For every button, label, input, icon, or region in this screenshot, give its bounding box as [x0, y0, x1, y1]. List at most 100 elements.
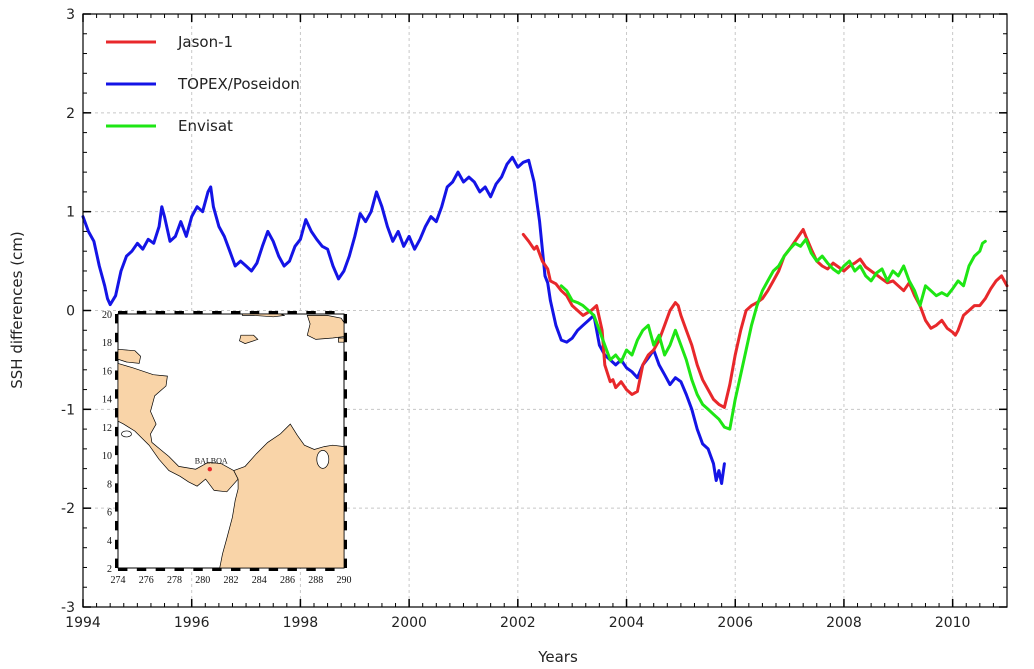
inset-border-tick	[115, 370, 118, 380]
inset-border-tick	[306, 311, 316, 314]
inset-border-tick	[344, 314, 347, 324]
inset-border-tick	[118, 311, 128, 314]
inset-border-tick	[193, 568, 203, 571]
inset-border-tick	[136, 568, 147, 571]
inset-lake	[316, 449, 330, 469]
series-line-envisat	[559, 237, 987, 431]
inset-border-tick	[155, 311, 166, 314]
inset-border-tick	[268, 311, 279, 314]
inset-x-tick-label: 288	[308, 575, 323, 586]
inset-border-tick	[249, 311, 260, 314]
legend: Jason-1 TOPEX/Poseidon Envisat	[106, 33, 300, 135]
inset-x-tick-label: 280	[195, 575, 210, 586]
inset-border-tick	[212, 311, 222, 314]
inset-x-tick-label: 286	[280, 575, 295, 586]
inset-x-tick-label: 284	[252, 575, 267, 586]
inset-border-tick	[115, 351, 118, 362]
y-tick-label: -1	[61, 402, 75, 418]
inset-land	[306, 315, 345, 340]
inset-border-tick	[118, 568, 128, 571]
inset-y-tick-label: 6	[107, 508, 112, 519]
inset-land	[338, 337, 345, 343]
inset-lake	[121, 430, 132, 438]
y-tick-label: 2	[66, 106, 75, 122]
inset-border-tick	[344, 520, 347, 531]
inset-border-tick	[115, 426, 118, 437]
inset-border-tick	[306, 568, 316, 571]
inset-border-tick	[155, 568, 166, 571]
inset-border-tick	[268, 568, 279, 571]
inset-border-tick	[344, 370, 347, 380]
inset-border-tick	[344, 351, 347, 362]
x-axis-title: Years	[537, 648, 578, 666]
inset-border-tick	[115, 445, 118, 456]
inset-y-tick-label: 8	[107, 479, 112, 490]
inset-x-tick-label: 290	[337, 575, 352, 586]
inset-y-tick-label: 2	[107, 564, 112, 575]
x-tick-label: 2002	[500, 615, 536, 631]
series-line-jason-1	[521, 228, 1009, 409]
inset-border-tick	[115, 502, 118, 512]
inset-land	[219, 423, 345, 569]
inset-border-tick	[287, 568, 297, 571]
y-tick-label: 0	[66, 304, 75, 320]
inset-x-tick-label: 278	[167, 575, 182, 586]
inset-border-tick	[287, 311, 297, 314]
x-tick-label: 2010	[935, 615, 971, 631]
y-axis-title: SSH differences (cm)	[8, 231, 26, 389]
inset-station-marker	[207, 467, 213, 472]
y-tick-label: -2	[61, 501, 75, 517]
inset-land	[117, 362, 239, 493]
inset-border-tick	[115, 483, 118, 493]
inset-border-tick	[344, 408, 347, 418]
inset-y-tick-label: 4	[107, 536, 112, 547]
inset-border-tick	[344, 389, 347, 399]
inset-x-tick-label: 276	[139, 575, 154, 586]
inset-border-tick	[344, 558, 347, 568]
series-line-topex-poseidon	[81, 155, 726, 485]
y-tick-label: 3	[66, 7, 75, 23]
inset-y-tick-label: 18	[102, 338, 112, 349]
inset-land	[241, 313, 285, 318]
inset-border-tick	[115, 314, 118, 324]
series-layer	[81, 155, 1009, 485]
inset-border-tick	[115, 558, 118, 568]
inset-border-tick	[344, 426, 347, 437]
inset-border-tick	[115, 464, 118, 474]
x-tick-label: 1998	[283, 615, 319, 631]
inset-border-tick	[344, 483, 347, 493]
inset-border-tick	[115, 539, 118, 550]
inset-border-tick	[325, 311, 335, 314]
inset-y-tick-label: 14	[102, 395, 112, 406]
inset-y-tick-label: 10	[102, 451, 112, 462]
inset-y-tick-label: 16	[102, 366, 112, 377]
legend-label: TOPEX/Poseidon	[177, 75, 300, 93]
inset-border-tick	[344, 502, 347, 512]
x-tick-label: 2004	[609, 615, 645, 631]
inset-border-tick	[249, 568, 260, 571]
inset-border-tick	[115, 520, 118, 531]
inset-border-tick	[344, 445, 347, 456]
inset-border-tick	[231, 568, 241, 571]
y-tick-label: 1	[66, 205, 75, 221]
axis-ticks: 1994 1996 1998 2000 2002 2004 2006 2008 20103210…	[61, 7, 1008, 631]
inset-border-tick	[193, 311, 203, 314]
inset-border-tick	[212, 568, 222, 571]
inset-y-tick-label: 20	[102, 310, 112, 321]
x-tick-label: 2006	[717, 615, 753, 631]
inset-border-tick	[136, 311, 147, 314]
inset-station-label: BALBOA	[195, 457, 228, 466]
inset-border-tick	[115, 408, 118, 418]
inset-x-tick-label: 274	[111, 575, 126, 586]
legend-label: Envisat	[178, 117, 233, 135]
y-tick-label: -3	[61, 600, 75, 616]
x-tick-label: 2000	[391, 615, 427, 631]
inset-x-tick-label: 282	[224, 575, 239, 586]
inset-border-tick	[344, 332, 347, 343]
legend-label: Jason-1	[177, 33, 233, 51]
inset-border-tick	[325, 568, 335, 571]
x-tick-label: 1996	[174, 615, 210, 631]
inset-border-tick	[231, 311, 241, 314]
